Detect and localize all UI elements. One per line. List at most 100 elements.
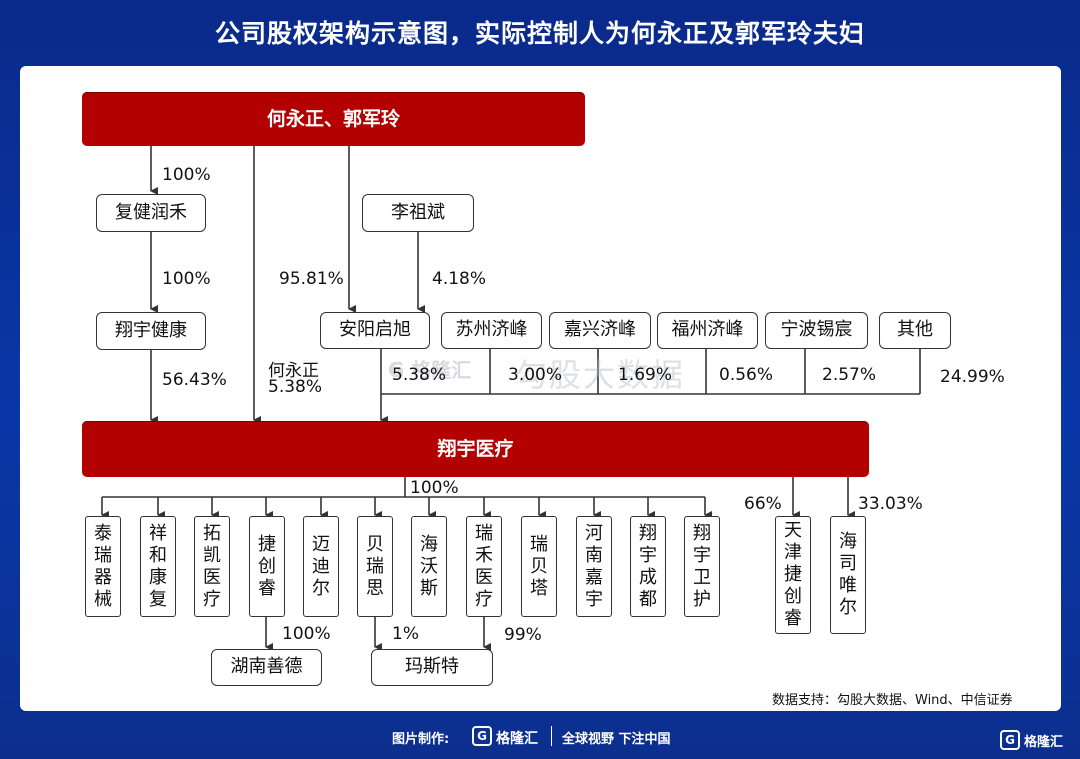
footer-logo-icon: G — [472, 726, 492, 746]
subsidiary-char: 嘉 — [585, 566, 603, 588]
subsidiary-char: 思 — [366, 577, 384, 599]
box-hunan-shande: 湖南善德 — [211, 649, 322, 686]
watermark-text: 勾股大数据 — [515, 356, 686, 394]
subsidiary-box: 祥和康复 — [140, 516, 176, 617]
subsidiary-char: 护 — [693, 588, 711, 610]
side-subsidiary-char: 尔 — [839, 597, 857, 618]
side-subsidiary-char: 天 — [784, 520, 802, 541]
box-fujian-runhe-label: 复健润禾 — [115, 202, 187, 223]
subsidiary-char: 复 — [149, 588, 167, 610]
pct-hunan: 100% — [282, 624, 331, 644]
subsidiary-char: 翔 — [693, 522, 711, 544]
subsidiary-char: 尔 — [312, 577, 330, 599]
subsidiary-char: 宇 — [585, 588, 603, 610]
footer-divider — [551, 726, 552, 746]
side-subsidiary-box: 海司唯尔 — [830, 516, 866, 634]
label-he-yongzheng: 何永正 — [268, 361, 319, 381]
subsidiary-char: 泰 — [94, 522, 112, 544]
subsidiary-box: 泰瑞器械 — [85, 516, 121, 617]
source-note: 数据支持：勾股大数据、Wind、中信证券 — [772, 693, 1013, 708]
box-li-zubin-label: 李祖斌 — [391, 202, 445, 223]
watermark-logo: G 格隆汇 — [388, 358, 472, 382]
footer-brand: 格隆汇 — [496, 731, 538, 747]
subsidiary-char: 宇 — [639, 544, 657, 566]
subsidiary-box: 翔宇卫护 — [684, 516, 720, 617]
box-suzhou-jifeng: 苏州济峰 — [441, 312, 542, 349]
subsidiary-char: 瑞 — [530, 533, 548, 555]
subsidiary-char: 翔 — [639, 522, 657, 544]
subsidiary-char: 卫 — [693, 566, 711, 588]
subsidiary-char: 器 — [94, 566, 112, 588]
subsidiary-char: 海 — [420, 533, 438, 555]
box-fuzhou-jifeng: 福州济峰 — [657, 312, 758, 349]
box-others: 其他 — [879, 312, 951, 349]
box-anyang-qixu: 安阳启旭 — [320, 312, 430, 349]
subsidiary-char: 康 — [149, 566, 167, 588]
subsidiary-box: 迈迪尔 — [303, 516, 339, 617]
box-ningbo-xichen: 宁波锡宸 — [765, 312, 868, 349]
pct-others: 24.99% — [940, 367, 1005, 387]
subsidiary-char: 创 — [258, 555, 276, 577]
footer-made-by: 图片制作: — [392, 732, 450, 747]
box-fuzhou-jifeng-label: 福州济峰 — [671, 319, 744, 340]
subsidiary-char: 贝 — [366, 533, 384, 555]
pct-tianjin: 66% — [744, 494, 782, 514]
subsidiary-char: 迪 — [312, 555, 330, 577]
side-subsidiary-char: 津 — [784, 542, 802, 563]
controller-name: 何永正、郭军玲 — [266, 108, 400, 130]
box-jiaxing-jifeng-label: 嘉兴济峰 — [564, 319, 636, 340]
side-subsidiary-char: 捷 — [784, 564, 802, 585]
pct-anyang-from-li: 4.18% — [432, 269, 487, 289]
pct-he-direct: 5.38% — [268, 377, 323, 397]
side-subsidiary-char: 唯 — [839, 575, 857, 596]
box-masite: 玛斯特 — [371, 649, 493, 686]
subsidiary-box: 河南嘉宇 — [576, 516, 612, 617]
pct-masite-1: 1% — [392, 624, 419, 644]
subsidiary-char: 禾 — [475, 544, 493, 566]
subsidiary-box: 海沃斯 — [411, 516, 447, 617]
controller-bar: 何永正、郭军玲 — [82, 92, 585, 146]
subsidiary-box: 瑞禾医疗 — [466, 516, 502, 617]
pct-health: 100% — [162, 269, 211, 289]
side-subsidiary-char: 睿 — [784, 608, 802, 629]
target-company-name: 翔宇医疗 — [437, 438, 514, 460]
subsidiary-char: 沃 — [420, 555, 438, 577]
subsidiary-char: 迈 — [312, 533, 330, 555]
pct-subsidiaries: 100% — [410, 478, 459, 498]
box-anyang-qixu-label: 安阳启旭 — [339, 319, 411, 340]
footer-slogan: 全球视野 下注中国 — [562, 732, 671, 747]
subsidiary-char: 河 — [585, 522, 603, 544]
box-li-zubin: 李祖斌 — [362, 194, 474, 232]
box-others-label: 其他 — [897, 319, 933, 340]
subsidiary-char: 疗 — [475, 588, 493, 610]
subsidiary-char: 成 — [639, 566, 657, 588]
pct-masite-99: 99% — [504, 625, 542, 645]
corner-logo-icon: G — [1000, 730, 1020, 750]
box-jiaxing-jifeng: 嘉兴济峰 — [549, 312, 651, 349]
subsidiary-char: 拓 — [203, 522, 221, 544]
subsidiary-box: 瑞贝塔 — [521, 516, 557, 617]
box-xiangyu-health-label: 翔宇健康 — [115, 320, 187, 341]
side-subsidiary-box: 天津捷创睿 — [775, 516, 811, 634]
pct-runhe: 100% — [162, 165, 211, 185]
pct-ningbo: 2.57% — [822, 365, 877, 385]
pct-jiaxing: 1.69% — [618, 365, 673, 385]
pct-health-to-target: 56.43% — [162, 370, 227, 390]
box-masite-label: 玛斯特 — [405, 656, 459, 677]
corner-brand: 格隆汇 — [1024, 735, 1064, 750]
subsidiary-char: 疗 — [203, 588, 221, 610]
pct-anyang-from-top: 95.81% — [279, 269, 344, 289]
subsidiary-box: 拓凯医疗 — [194, 516, 230, 617]
pct-haisi: 33.03% — [858, 494, 923, 514]
subsidiary-box: 捷创睿 — [249, 516, 285, 617]
subsidiary-char: 南 — [585, 544, 603, 566]
subsidiary-char: 瑞 — [475, 522, 493, 544]
subsidiary-char: 塔 — [530, 577, 548, 599]
subsidiary-char: 凯 — [203, 544, 221, 566]
subsidiary-char: 都 — [639, 588, 657, 610]
subsidiary-char: 和 — [149, 544, 167, 566]
box-hunan-shande-label: 湖南善德 — [230, 656, 303, 677]
side-subsidiary-char: 创 — [784, 586, 802, 607]
subsidiary-char: 医 — [203, 566, 221, 588]
